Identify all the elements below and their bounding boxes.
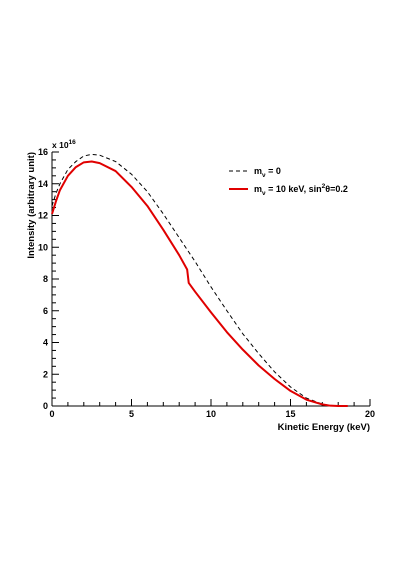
x-tick-label: 20 <box>365 409 375 419</box>
y-multiplier: x 1016 <box>52 139 76 150</box>
x-ticks: 0 5 10 15 20 <box>49 399 375 419</box>
y-tick-label: 16 <box>38 147 48 157</box>
legend-item-sterile: mν = 10 keV, sin2θ=0.2 <box>229 183 348 197</box>
x-axis-title: Kinetic Energy (keV) <box>278 422 370 433</box>
y-tick-label: 12 <box>38 211 48 221</box>
y-ticks: 0 2 4 6 8 10 12 14 16 <box>38 147 59 411</box>
x-tick-label: 10 <box>206 409 216 419</box>
y-axis-title: Intensity (arbitrary unit) <box>26 152 37 259</box>
x-tick-label: 5 <box>129 409 134 419</box>
x-tick-label: 15 <box>285 409 295 419</box>
series-layer <box>51 153 348 407</box>
y-tick-label: 8 <box>43 274 48 284</box>
y-tick-label: 0 <box>43 401 48 411</box>
series-line-massless <box>51 153 348 407</box>
plot-frame <box>51 152 370 407</box>
y-tick-label: 6 <box>43 306 48 316</box>
x-tick-label: 0 <box>49 409 54 419</box>
y-tick-label: 2 <box>43 369 48 379</box>
legend-label-sterile: mν = 10 keV, sin2θ=0.2 <box>254 183 348 197</box>
y-tick-label: 14 <box>38 179 48 189</box>
legend-item-massless: mν = 0 <box>229 166 281 179</box>
y-tick-label: 10 <box>38 242 48 252</box>
legend-label-massless: mν = 0 <box>254 166 281 179</box>
y-tick-label: 4 <box>43 338 48 348</box>
series-line-sterile <box>51 160 348 407</box>
legend: mν = 0 mν = 10 keV, sin2θ=0.2 <box>229 166 348 197</box>
